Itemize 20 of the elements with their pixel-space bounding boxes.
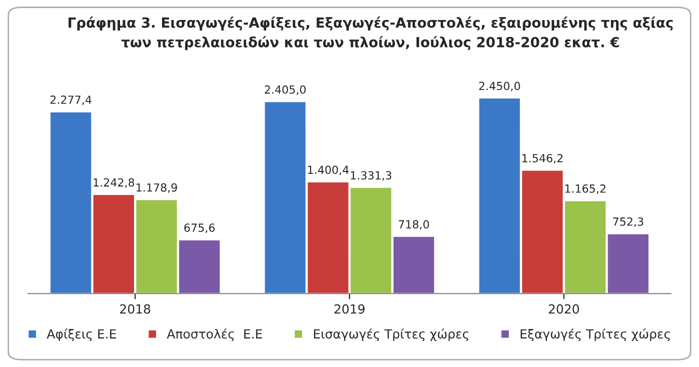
data-label: 1.165,2	[565, 184, 606, 194]
legend-label: Αποστολές Ε.Ε	[166, 328, 262, 342]
x-tick-label: 2019	[334, 304, 365, 314]
data-label: 1.546,2	[522, 154, 563, 164]
legend-label: Εξαγωγές Τρίτες χώρες	[520, 328, 670, 342]
chart-title: Γράφημα 3. Εισαγωγές-Αφίξεις, Εξαγωγές-Αποστολές, εξαιρουμένης της αξίας των πετρελαιοειδών και των πλοίων, Ιούλιος 2018-2020 εκατ. €	[68, 16, 673, 50]
data-label: 2.277,4	[50, 96, 92, 106]
legend-label: Αφίξεις Ε.Ε	[46, 328, 116, 342]
legend-label: Εισαγωγές Τρίτες χώρες	[314, 328, 468, 342]
data-label: 2.450,0	[479, 82, 520, 92]
data-label: 718,0	[398, 220, 429, 230]
data-label: 1.331,3	[350, 171, 392, 181]
data-label: 1.400,4	[308, 166, 349, 176]
data-label: 1.178,9	[136, 183, 177, 193]
data-label: 1.242,8	[94, 178, 134, 188]
data-label: 2.405,0	[264, 85, 306, 95]
data-label: 752,3	[613, 217, 644, 227]
x-tick-label: 2018	[120, 304, 150, 314]
x-tick-label: 2020	[548, 304, 579, 314]
data-label: 675,6	[184, 224, 215, 234]
